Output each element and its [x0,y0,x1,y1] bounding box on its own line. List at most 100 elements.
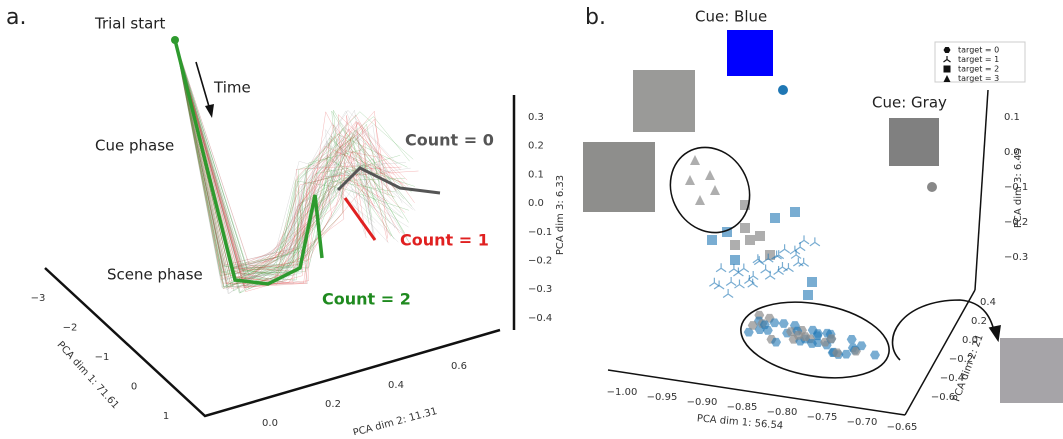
tick-label: 0.0 [1004,147,1020,158]
tick-label: −0.6 [931,392,955,403]
tick-label: 0.2 [325,399,341,410]
tick-label: 0.1 [1004,112,1020,123]
axis-label: PCA dim 1: 71.61 [55,339,121,411]
annotation: Count = 2 [322,290,411,309]
tick-label: 0 [131,382,137,393]
marker [847,335,857,344]
tick-label: −1.00 [607,387,638,398]
tick-label: −0.75 [807,412,838,423]
legend-label: target = 3 [958,74,999,83]
tick-label: −3 [31,293,46,304]
tick-label: 1 [163,411,169,422]
legend-label: target = 1 [958,55,999,64]
marker [709,278,719,287]
tick-label: −0.2 [1004,217,1028,228]
marker [690,155,700,165]
tick-label: 0.6 [451,361,467,372]
annotation: Trial start [94,15,165,33]
scene-thumbnails [583,70,1063,403]
tick-label: 0.0 [528,198,544,209]
marker [745,235,755,245]
tick-label: 0.2 [971,316,987,327]
tick-label: 0.4 [980,297,996,308]
marker [714,281,724,290]
cue-point [778,85,788,95]
tick-label: 0.0 [262,418,278,429]
trajectory-bundle [175,40,418,294]
legend-label: target = 2 [958,65,999,74]
marker [799,235,809,244]
annotation: Time [213,79,251,97]
cue-swatch [727,30,773,76]
tick-label: −0.80 [767,407,798,418]
marker [740,223,750,233]
tick-label: −0.95 [647,392,678,403]
cue-label: Cue: Blue [695,8,767,26]
tick-label: 0.1 [528,169,544,180]
tick-label: −0.85 [727,402,758,413]
marker [783,263,793,272]
tick-label: 0.0 [962,335,978,346]
figure: a. Trial start Time Cue phase Scene phas… [0,0,1063,435]
marker [726,277,736,286]
marker [739,264,749,273]
annotation: Scene phase [107,266,203,284]
tick-label: −0.65 [887,422,918,433]
time-arrow [196,62,214,118]
tick-label: −0.90 [687,397,718,408]
axis-label: PCA dim 3: 6.33 [555,175,566,255]
tick-label: −1 [95,352,110,363]
marker [870,351,880,360]
marker [710,185,720,195]
tick-label: −0.1 [528,227,552,238]
cue-point [927,182,937,192]
marker [765,271,775,280]
tick-label: −0.1 [1004,182,1028,193]
marker [810,237,820,246]
marker [779,319,789,328]
annotation: Count = 1 [400,231,489,250]
marker [729,264,739,273]
marker [780,244,790,253]
marker [770,213,780,223]
tick-label: 0.3 [528,112,544,123]
marker [734,280,744,289]
scatter-points [685,155,880,359]
marker [793,258,803,267]
axis-label: PCA dim 2: 11.31 [352,406,439,435]
cue-label: Cue: Gray [872,94,947,112]
marker [807,277,817,287]
marker [707,235,717,245]
annotation: Count = 0 [405,131,494,150]
panel-label: b. [585,5,606,30]
marker [803,290,813,300]
marker [790,207,800,217]
tick-label: −0.4 [528,313,552,324]
tick-label: 0.2 [528,141,544,152]
legend-label: target = 0 [958,46,999,55]
panel-label: a. [6,5,26,30]
tick-label: −0.70 [847,417,878,428]
tick-label: −2 [63,323,78,334]
marker [790,246,800,255]
marker [755,231,765,241]
marker [705,170,715,180]
tick-label: −0.3 [1004,252,1028,263]
annotation: Cue phase [95,137,174,155]
marker [761,264,771,273]
marker [723,289,733,298]
cluster-outlines [655,133,1000,389]
marker [841,350,851,359]
tick-label: −0.3 [528,284,552,295]
trajectory [175,40,376,266]
tick-label: −0.2 [528,256,552,267]
tick-label: 0.4 [388,380,404,391]
marker [685,175,695,185]
tick-label: −0.4 [940,373,964,384]
marker [730,240,740,250]
marker [730,255,740,265]
marker [944,66,951,73]
tick-label: −0.2 [949,354,973,365]
marker [716,263,726,272]
cue-swatch [889,118,939,166]
